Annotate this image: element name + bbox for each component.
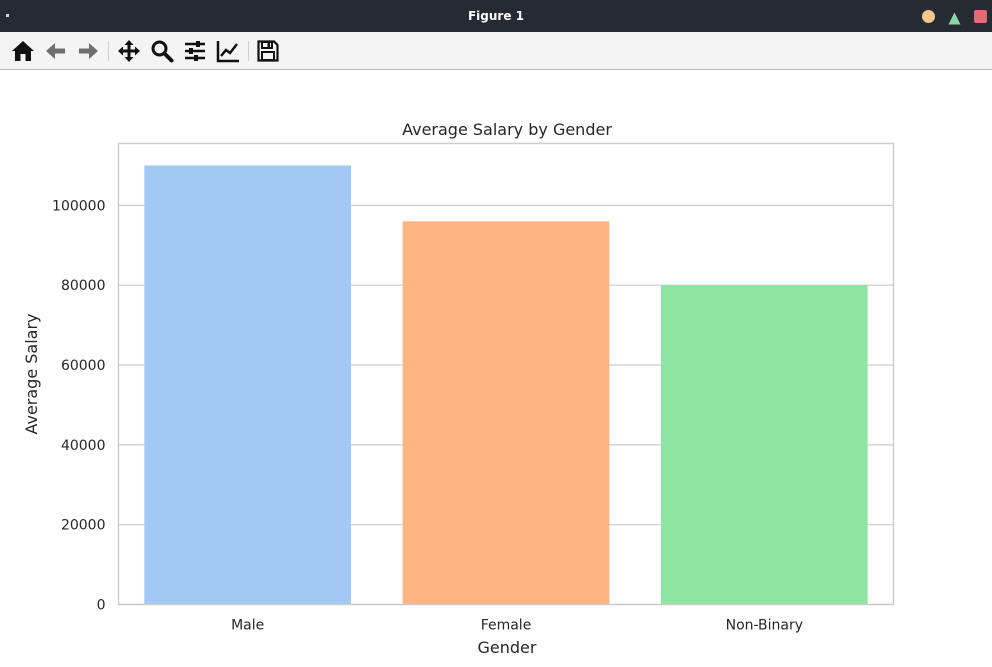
bar-female <box>402 221 610 605</box>
bar-non-binary <box>661 285 868 605</box>
y-tick-label: 80000 <box>61 278 106 294</box>
save-icon <box>257 40 279 62</box>
x-tick-label: Non-Binary <box>726 618 803 634</box>
pan-button[interactable] <box>117 39 141 63</box>
bar-male <box>144 165 351 605</box>
window-menu-icon[interactable] <box>6 14 9 17</box>
minimize-button[interactable] <box>922 10 935 23</box>
window-titlebar: Figure 1 <box>0 0 992 32</box>
y-tick-labels: 0 20000 40000 60000 80000 100000 <box>52 198 105 613</box>
sliders-icon <box>185 41 205 61</box>
toolbar-separator <box>108 41 109 61</box>
y-tick-label: 100000 <box>52 198 105 214</box>
line-chart-icon <box>216 41 239 63</box>
save-button[interactable] <box>256 39 280 63</box>
toolbar <box>0 32 992 70</box>
maximize-button[interactable] <box>948 10 961 25</box>
window-title: Figure 1 <box>467 9 525 23</box>
x-tick-label: Male <box>231 618 264 634</box>
zoom-button[interactable] <box>150 39 174 63</box>
toolbar-separator <box>248 41 249 61</box>
search-icon <box>151 40 174 63</box>
x-axis-label: Gender <box>478 638 537 657</box>
y-tick-label: 60000 <box>61 358 106 374</box>
x-tick-labels: Male Female Non-Binary <box>231 618 803 634</box>
y-axis-label: Average Salary <box>22 313 41 434</box>
chart-title: Average Salary by Gender <box>402 120 612 139</box>
x-tick-label: Female <box>481 618 532 634</box>
forward-button[interactable] <box>76 39 100 63</box>
y-tick-label: 20000 <box>61 518 106 534</box>
home-button[interactable] <box>11 39 35 63</box>
close-button[interactable] <box>974 10 987 23</box>
move-icon <box>118 40 140 62</box>
maximize-icon <box>948 12 961 25</box>
arrow-left-icon <box>46 43 65 59</box>
chart-area: 0 20000 40000 60000 80000 100000 Male Female No… <box>22 120 895 657</box>
y-tick-label: 0 <box>97 598 106 614</box>
configure-subplots-button[interactable] <box>183 39 207 63</box>
y-tick-label: 40000 <box>61 438 106 454</box>
arrow-right-icon <box>79 43 98 59</box>
bars <box>144 165 868 605</box>
home-icon <box>12 41 34 61</box>
axes-frame <box>117 142 895 606</box>
back-button[interactable] <box>44 39 68 63</box>
edit-axis-button[interactable] <box>216 39 240 63</box>
